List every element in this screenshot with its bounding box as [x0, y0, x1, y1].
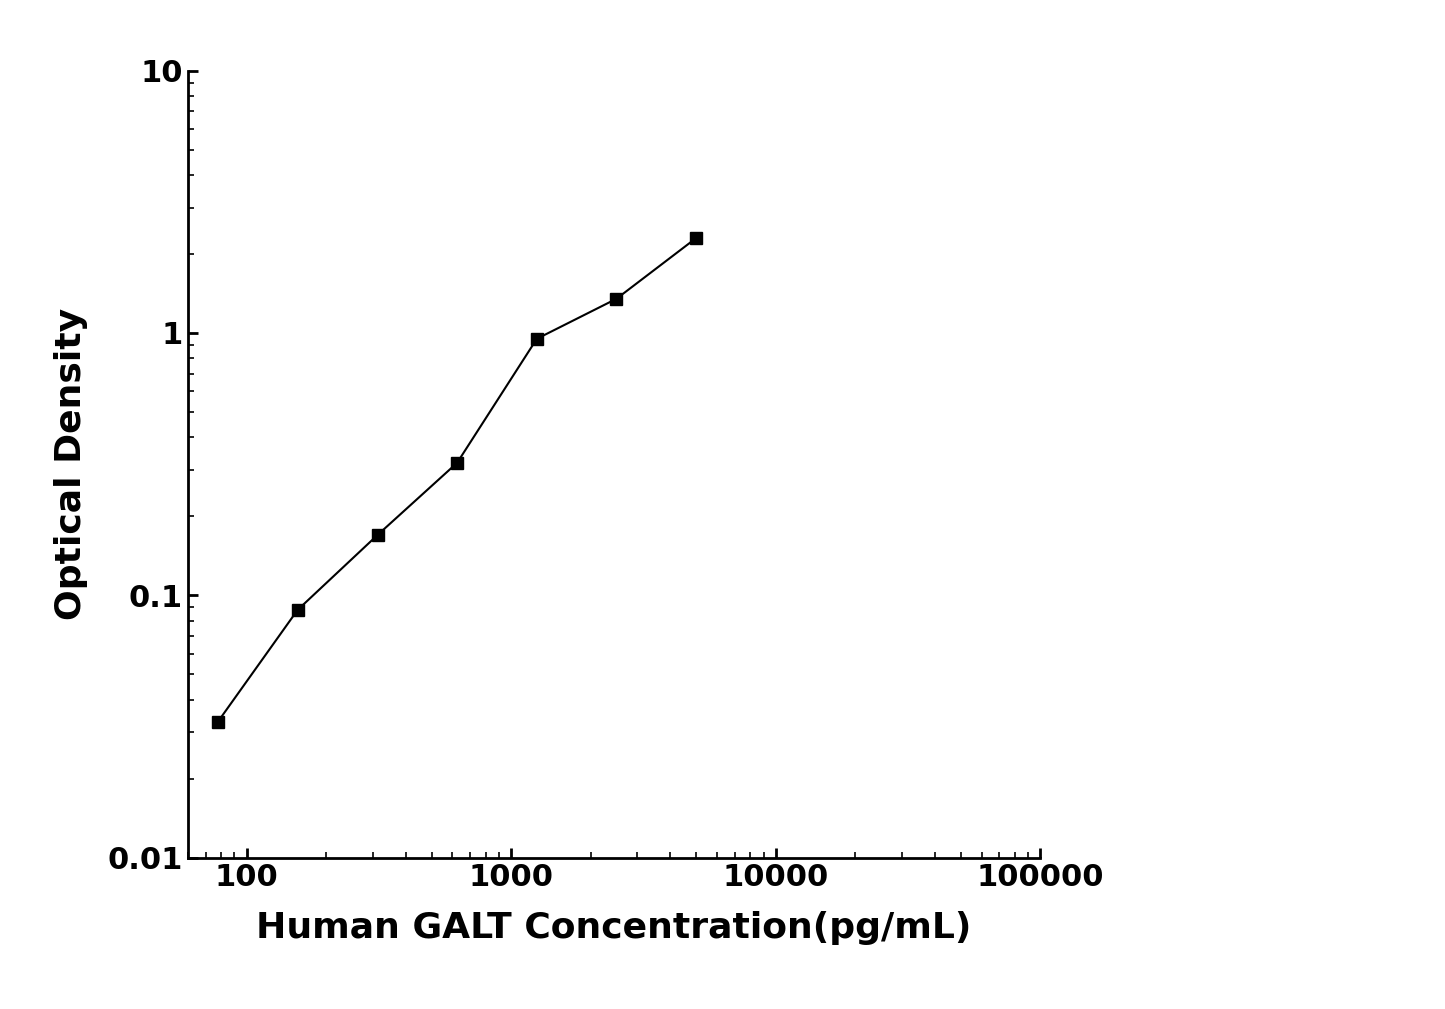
X-axis label: Human GALT Concentration(pg/mL): Human GALT Concentration(pg/mL): [256, 911, 972, 945]
Y-axis label: Optical Density: Optical Density: [53, 308, 88, 621]
